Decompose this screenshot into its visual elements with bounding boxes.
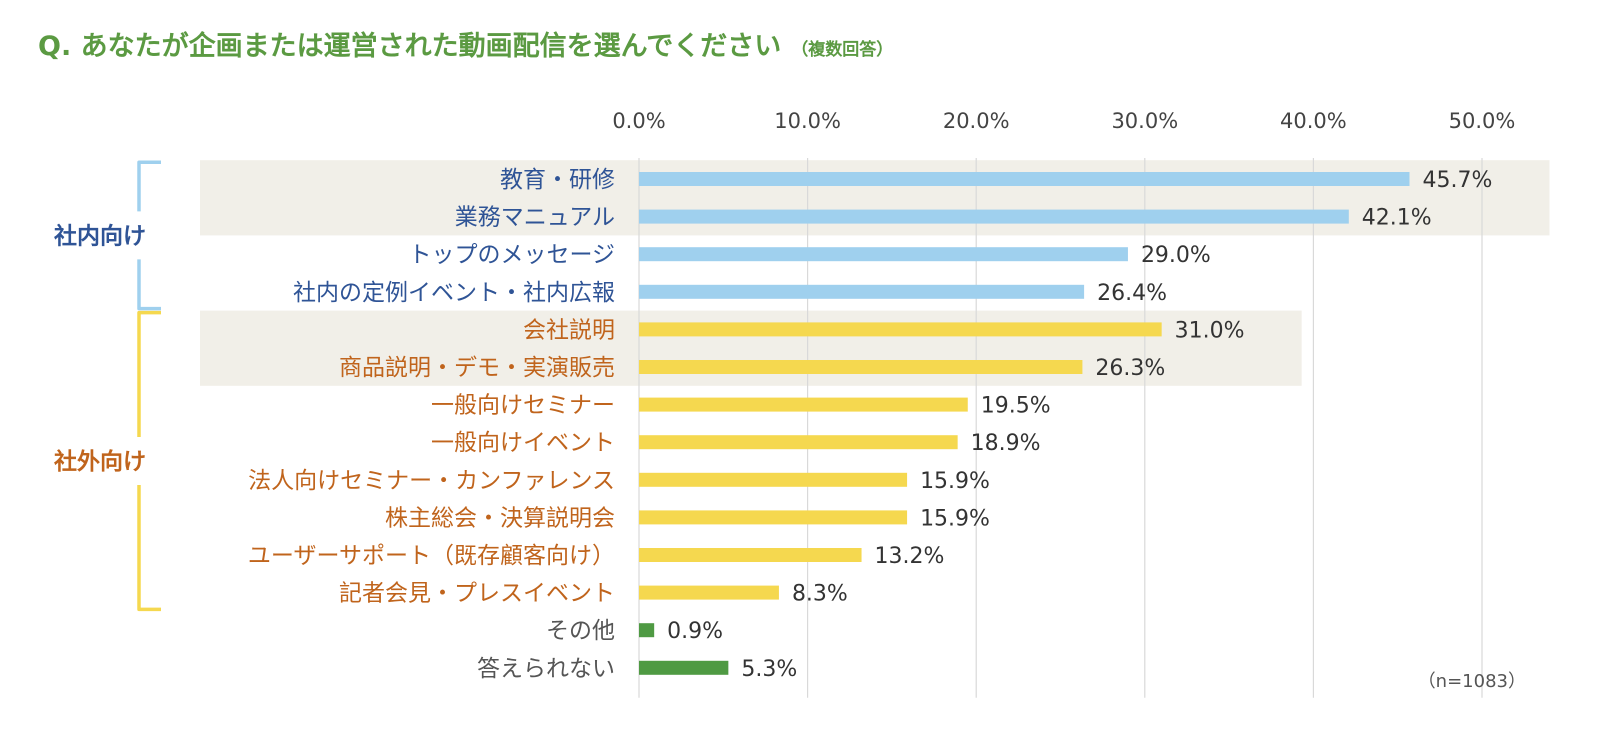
x-tick-label: 10.0% [774, 109, 841, 133]
data-label: 19.5% [981, 394, 1051, 419]
bar [639, 360, 1083, 374]
x-tick-label: 50.0% [1449, 109, 1516, 133]
bar [639, 247, 1128, 262]
category-label: 記者会見・プレスイベント [339, 581, 615, 607]
x-tick-labels: 0.0% 10.0% 20.0% 30.0% 40.0% 50.0% [612, 109, 1515, 133]
category-label: 一般向けイベント [431, 430, 615, 456]
bar [639, 435, 958, 450]
data-label: 15.9% [920, 506, 990, 531]
value-labels: 45.7% 42.1% 29.0% 26.4% 31.0% 26.3% 19.5% 18.9%… [667, 168, 1492, 682]
group-bracket [137, 310, 161, 612]
chart-title-sub: （複数回答） [791, 40, 894, 60]
category-label: トップのメッセージ [408, 242, 615, 268]
data-label: 45.7% [1423, 168, 1493, 193]
bar [639, 172, 1410, 186]
x-tick-label: 40.0% [1280, 109, 1347, 133]
bar [639, 284, 1085, 299]
category-label: 株主総会・決算説明会 [385, 505, 615, 531]
category-label: 会社説明 [523, 317, 615, 343]
bar [639, 623, 655, 638]
bars [639, 172, 1410, 675]
data-label: 15.9% [920, 469, 990, 494]
highlight-band-0 [200, 160, 1550, 236]
data-label: 0.9% [667, 619, 723, 644]
group-bracket [137, 160, 161, 311]
category-label: 答えられない [477, 656, 615, 682]
data-label: 18.9% [971, 431, 1041, 456]
data-label: 26.4% [1097, 281, 1167, 306]
category-label: 教育・研修 [500, 167, 615, 193]
bar [639, 548, 862, 562]
data-label: 26.3% [1095, 356, 1165, 381]
group-label: 社外向け [54, 448, 146, 475]
data-label: 31.0% [1175, 318, 1245, 343]
category-label: その他 [546, 618, 615, 644]
x-tick-label: 20.0% [943, 109, 1010, 133]
category-label: 法人向けセミナー・カンファレンス [248, 468, 615, 494]
sample-size-note: （n=1083） [1418, 671, 1526, 692]
gridlines [638, 158, 1483, 698]
highlight-bands [200, 160, 1550, 386]
data-label: 5.3% [741, 657, 797, 682]
category-labels: 教育・研修業務マニュアルトップのメッセージ社内の定例イベント・社内広報会社説明商… [248, 167, 615, 682]
chart-title: Q. あなたが企画または運営された動画配信を選んでください （複数回答） [38, 24, 893, 63]
category-label: 社内の定例イベント・社内広報 [293, 280, 615, 306]
category-label: 商品説明・デモ・実演販売 [339, 355, 615, 381]
x-tick-label: 0.0% [612, 109, 665, 133]
data-label: 42.1% [1362, 206, 1432, 231]
bar [639, 510, 908, 525]
category-label: ユーザーサポート（既存顧客向け） [248, 543, 615, 569]
category-label: 一般向けセミナー [431, 393, 615, 419]
group-label: 社内向け [54, 222, 146, 249]
data-label: 13.2% [875, 544, 945, 569]
bar [639, 585, 779, 600]
bar [639, 660, 729, 675]
bar [639, 472, 908, 487]
chart-title-main: Q. あなたが企画または運営された動画配信を選んでください [38, 31, 782, 62]
x-tick-label: 30.0% [1111, 109, 1178, 133]
bar [639, 209, 1349, 224]
bar [639, 397, 968, 412]
bar [639, 322, 1162, 337]
data-label: 29.0% [1141, 243, 1211, 268]
category-label: 業務マニュアル [455, 205, 615, 231]
data-label: 8.3% [792, 582, 848, 607]
